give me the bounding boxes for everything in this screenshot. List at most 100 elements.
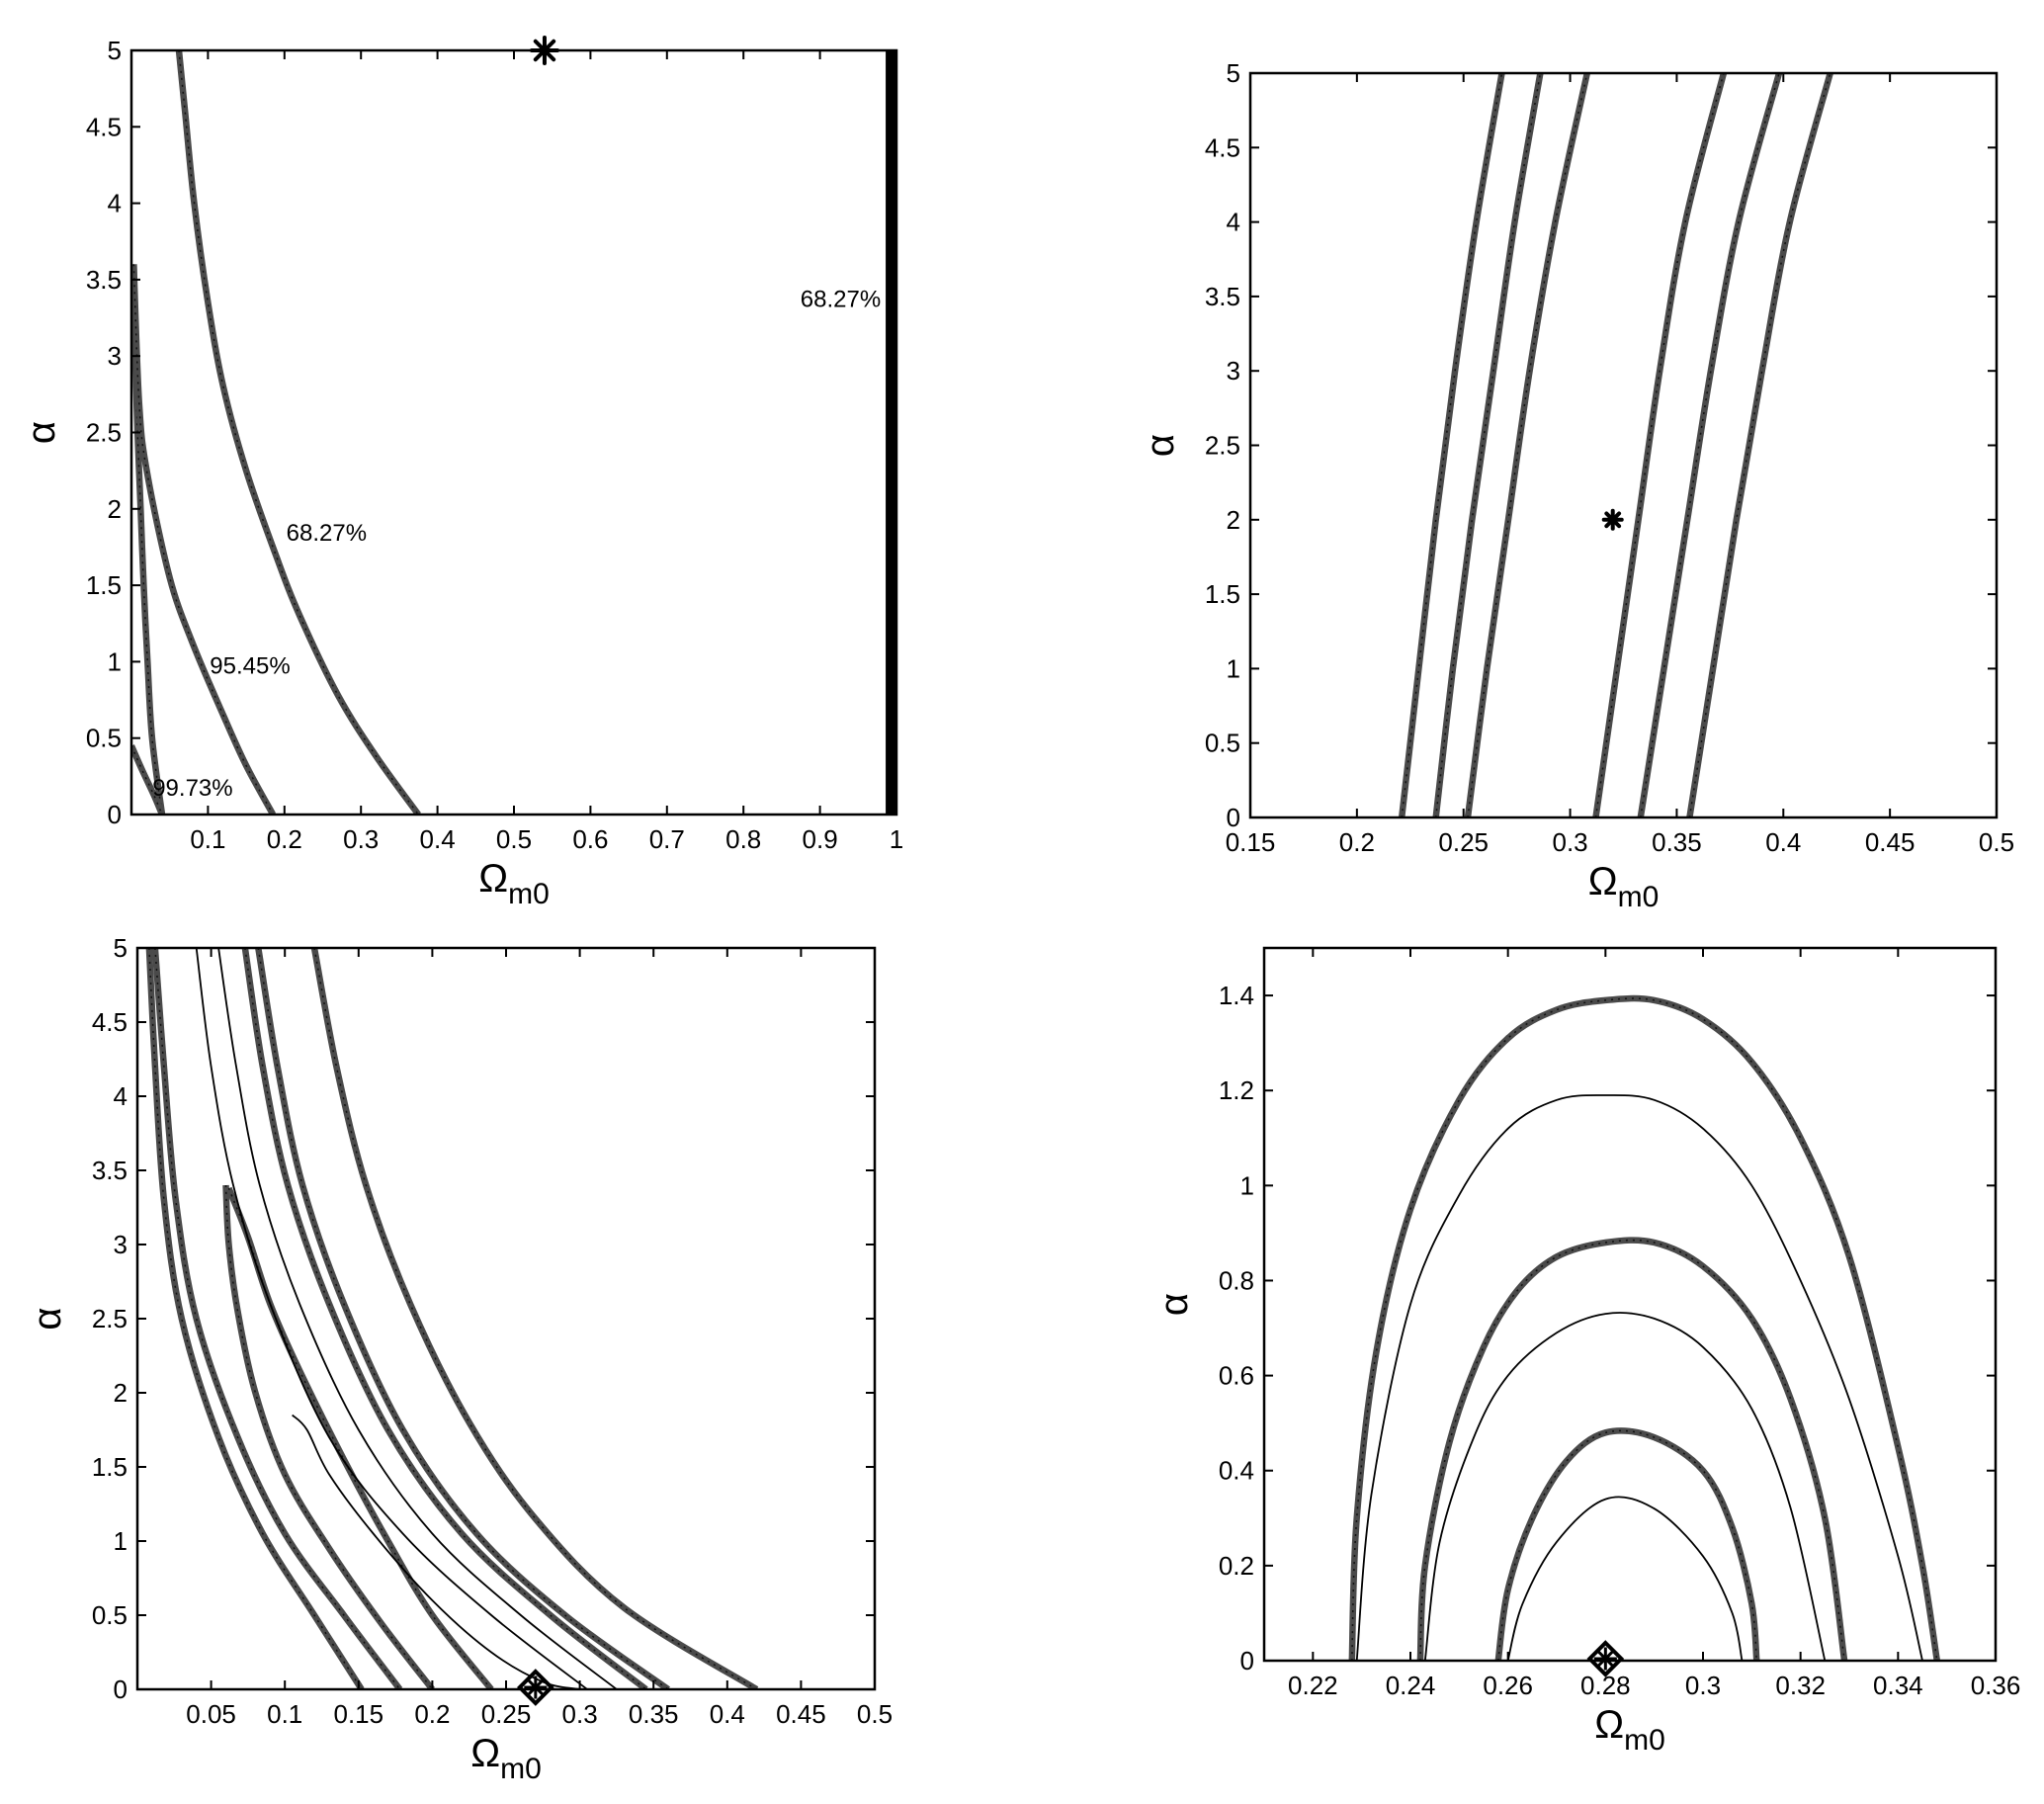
x-tick-label: 0.35: [1652, 827, 1702, 857]
x-tick-label: 0.34: [1873, 1671, 1923, 1700]
x-tick-label: 0.25: [481, 1699, 532, 1729]
y-tick-label: 1: [1240, 1170, 1254, 1200]
y-tick-label: 3.5: [86, 265, 122, 295]
y-tick-label: 0.8: [1219, 1265, 1254, 1295]
y-tick-label: 1.5: [92, 1452, 128, 1482]
x-tick-label: 0.45: [776, 1699, 826, 1729]
contour-level-label: 95.45%: [210, 652, 290, 679]
contour-line-texture: [224, 1184, 433, 1689]
x-axis-label-subscript: m0: [508, 878, 550, 910]
contour-line-level: [151, 948, 403, 1689]
x-tick-label: 0.6: [572, 824, 608, 854]
y-tick-label: 4: [108, 189, 122, 218]
y-tick-label: 1: [114, 1526, 128, 1556]
best-fit-asterisk-stroke: [533, 39, 556, 62]
x-tick-label: 0.05: [186, 1699, 236, 1729]
contour-line-texture: [1594, 73, 1725, 817]
y-tick-label: 4.5: [92, 1007, 128, 1037]
contour-line-texture: [1351, 997, 1938, 1661]
contour-level-label: 68.27%: [801, 286, 881, 312]
contour-line-texture: [1497, 1429, 1758, 1661]
contour-line-thin: [1355, 1094, 1923, 1661]
contour-group: [1398, 73, 1833, 817]
contour-line-thin: [1506, 1496, 1744, 1661]
contour-line-thin: [195, 948, 588, 1689]
x-tick-label: 0.36: [1971, 1671, 2021, 1700]
y-tick-label: 0: [114, 1675, 128, 1704]
y-tick-label: 4: [1227, 208, 1240, 237]
y-tick-label: 2: [114, 1378, 128, 1408]
x-axis-label-subscript: m0: [1618, 881, 1660, 913]
best-fit-marker: [529, 36, 559, 65]
y-tick-label: 3.5: [92, 1156, 128, 1185]
best-fit-asterisk-stroke: [1604, 511, 1622, 529]
y-tick-label: 2.5: [1205, 431, 1240, 461]
x-axis-label-main: Ω: [1594, 1703, 1624, 1747]
x-axis-label-main: Ω: [478, 857, 508, 901]
x-tick-label: 0.5: [857, 1699, 893, 1729]
panel-top-left: 0.1 0.2 0.3 0.4 0.5 0.6 0.7 0.8 0.9 1 0 0.5 1 1.5 2 2.5…: [20, 36, 903, 910]
x-axis-label: Ωm0: [1594, 1703, 1665, 1757]
x-tick-label: 0.3: [343, 824, 379, 854]
x-tick-label: 0.3: [1685, 1671, 1721, 1700]
x-axis-label-subscript: m0: [1624, 1724, 1665, 1757]
best-fit-diamond: [1586, 1640, 1625, 1677]
y-tick-label: 4.5: [86, 112, 122, 141]
contour-line-texture: [1401, 73, 1503, 817]
plot-area: [1250, 73, 1997, 817]
y-tick-label: 2: [108, 494, 122, 524]
contour-line-texture: [1467, 73, 1588, 817]
x-tick-label: 0.5: [496, 824, 532, 854]
contour-group: [145, 948, 759, 1689]
contour-line-texture: [1434, 73, 1542, 817]
x-tick-label: 0.25: [1438, 827, 1489, 857]
y-tick-label: 0.6: [1219, 1361, 1254, 1391]
x-axis-label: Ωm0: [478, 857, 550, 910]
y-tick-label: 0: [1240, 1646, 1254, 1675]
x-axis-label-main: Ω: [470, 1732, 500, 1775]
y-tick-label: 5: [114, 933, 128, 963]
x-tick-label: 0.1: [190, 824, 225, 854]
contour-line-texture: [244, 948, 647, 1689]
x-tick-label: 0.32: [1775, 1671, 1826, 1700]
contour-line-texture: [131, 745, 163, 815]
contour-line-thin: [1423, 1312, 1827, 1661]
x-tick-label: 0.22: [1288, 1671, 1338, 1700]
y-tick-label: 3.5: [1205, 282, 1240, 311]
best-fit-marker: [517, 1669, 554, 1706]
x-axis-label-main: Ω: [1588, 860, 1618, 903]
x-tick-label: 0.3: [562, 1699, 598, 1729]
x-axis-label: Ωm0: [470, 1732, 542, 1785]
x-tick-label: 0.15: [1226, 827, 1276, 857]
contour-line-texture: [257, 948, 669, 1689]
x-axis-label-subscript: m0: [500, 1753, 542, 1785]
y-axis-label: α: [1139, 434, 1182, 457]
x-tick-label: 0.26: [1483, 1671, 1533, 1700]
x-tick-label: 0.1: [267, 1699, 302, 1729]
y-tick-label: 1: [1227, 653, 1240, 683]
y-tick-label: 0.4: [1219, 1456, 1254, 1486]
best-fit-marker: [1601, 508, 1624, 531]
x-tick-label: 0.45: [1865, 827, 1916, 857]
y-tick-label: 0.2: [1219, 1551, 1254, 1581]
contour-line-texture: [178, 50, 419, 815]
y-tick-label: 0.5: [86, 724, 122, 753]
x-tick-label: 0.2: [414, 1699, 450, 1729]
x-tick-label: 0.2: [1339, 827, 1375, 857]
x-tick-label: 0.5: [1979, 827, 2014, 857]
plot-frame: [1262, 946, 1998, 1663]
y-axis-label: α: [26, 1307, 69, 1330]
y-tick-label: 2.5: [92, 1304, 128, 1333]
y-tick-label: 2: [1227, 505, 1240, 535]
contour-line-texture: [313, 948, 757, 1689]
x-tick-label: 0.9: [803, 824, 838, 854]
y-tick-label: 1.2: [1219, 1075, 1254, 1105]
plot-area: [1264, 948, 1996, 1661]
y-tick-label: 1.5: [86, 570, 122, 600]
contour-line-thin: [217, 948, 618, 1689]
y-tick-label: 0: [1227, 803, 1240, 832]
y-tick-label: 2.5: [86, 418, 122, 448]
x-tick-label: 0.24: [1386, 1671, 1436, 1700]
best-fit-star-stroke: [526, 1677, 545, 1697]
x-tick-label: 0.4: [1765, 827, 1801, 857]
